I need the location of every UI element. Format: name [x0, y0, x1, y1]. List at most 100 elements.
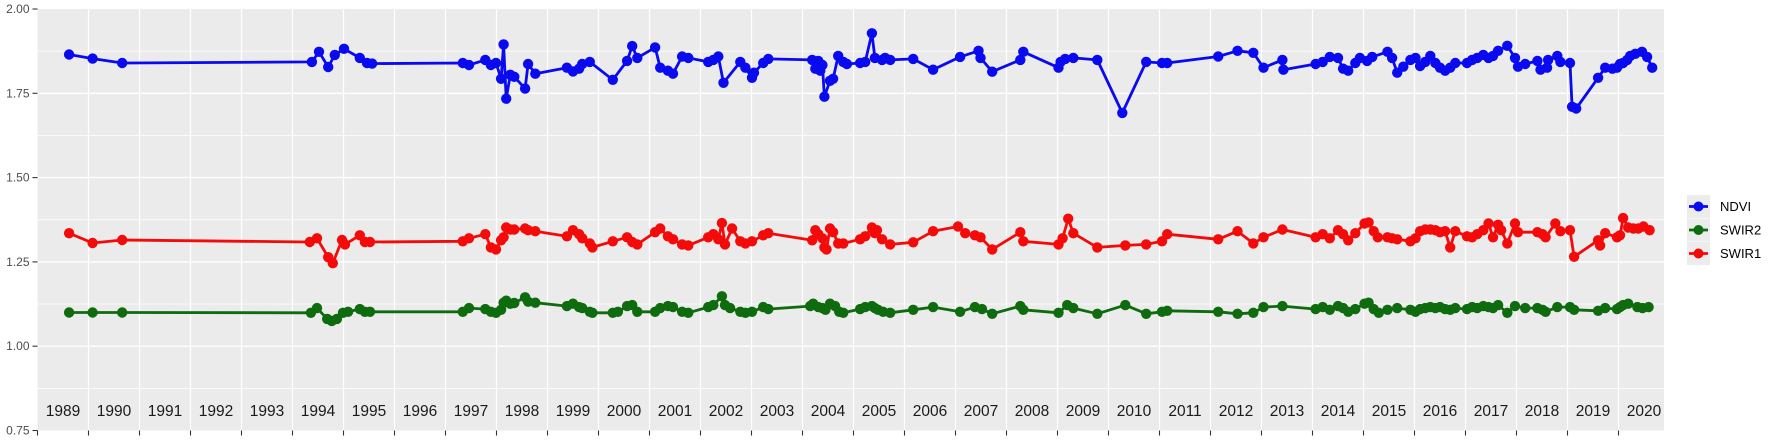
data-point-SWIR1 [463, 233, 475, 244]
y-axis-label: 1.50 [6, 171, 30, 185]
data-point-SWIR2 [763, 303, 774, 315]
data-point-SWIR1 [117, 234, 128, 246]
data-point-SWIR1 [1502, 238, 1513, 249]
data-point-SWIR2 [311, 302, 323, 314]
data-point-SWIR1 [1018, 236, 1029, 247]
data-point-SWIR1 [746, 236, 758, 247]
data-point-SWIR2 [1068, 302, 1079, 314]
data-point-SWIR1 [726, 223, 738, 234]
data-point-SWIR2 [63, 307, 75, 318]
legend: NDVI SWIR2 SWIR1 [1687, 195, 1761, 265]
data-point-NDVI [908, 53, 919, 65]
data-point-SWIR1 [1363, 217, 1374, 228]
data-point-SWIR1 [1512, 227, 1524, 238]
x-axis-year-label: 1993 [250, 403, 284, 420]
data-point-SWIR1 [1450, 226, 1461, 237]
data-point-NDVI [841, 58, 853, 70]
data-point-SWIR1 [1015, 227, 1026, 238]
x-axis-year-label: 2003 [760, 403, 794, 420]
data-point-NDVI [885, 54, 896, 66]
data-point-SWIR1 [1141, 239, 1152, 250]
data-point-SWIR2 [1552, 301, 1563, 313]
data-point-NDVI [87, 53, 98, 64]
data-point-NDVI [490, 57, 502, 69]
data-point-NDVI [1520, 58, 1531, 70]
x-axis-year-label: 1998 [505, 403, 539, 420]
data-point-NDVI [975, 52, 986, 64]
data-point-NDVI [1248, 47, 1259, 58]
data-point-SWIR2 [1120, 299, 1131, 311]
data-point-NDVI [329, 49, 340, 61]
data-point-SWIR1 [1594, 240, 1606, 251]
data-point-NDVI [323, 61, 334, 73]
data-point-SWIR2 [1509, 300, 1521, 312]
data-point-SWIR1 [1614, 230, 1626, 241]
data-point-SWIR2 [976, 303, 988, 315]
data-point-NDVI [627, 40, 638, 52]
data-point-NDVI [1502, 40, 1513, 51]
data-point-SWIR2 [1373, 307, 1385, 318]
data-point-SWIR1 [763, 228, 774, 239]
data-point-NDVI [306, 56, 318, 68]
data-point-NDVI [117, 57, 128, 69]
data-point-NDVI [621, 55, 633, 67]
gridlines [37, 9, 1664, 431]
data-point-SWIR1 [490, 244, 502, 255]
data-point-NDVI [763, 53, 774, 65]
data-point-SWIR1 [577, 233, 588, 244]
data-point-SWIR2 [1392, 302, 1403, 314]
data-point-NDVI [866, 28, 878, 39]
x-axis-year-label: 1995 [352, 403, 386, 420]
x-axis-year-label: 2004 [811, 403, 846, 420]
data-point-SWIR1 [498, 232, 509, 243]
data-point-NDVI [338, 43, 350, 54]
data-point-SWIR2 [1450, 302, 1461, 314]
x-axis-year-label: 2020 [1627, 403, 1662, 420]
data-point-SWIR1 [683, 240, 694, 251]
data-point-SWIR1 [821, 244, 832, 255]
data-point-SWIR2 [716, 291, 728, 302]
data-point-SWIR1 [87, 237, 98, 249]
data-point-NDVI [607, 74, 618, 86]
data-point-SWIR1 [1496, 225, 1507, 236]
data-point-SWIR2 [708, 299, 719, 311]
data-point-SWIR2 [1492, 299, 1504, 311]
data-point-NDVI [1258, 62, 1269, 73]
x-axis-year-label: 2014 [1321, 403, 1356, 420]
data-point-NDVI [530, 68, 541, 79]
x-axis-year-label: 2011 [1168, 403, 1201, 420]
data-point-SWIR2 [1248, 307, 1259, 318]
data-point-SWIR1 [1617, 212, 1629, 224]
data-point-NDVI [860, 56, 871, 68]
data-point-SWIR1 [960, 228, 971, 239]
data-point-SWIR1 [1213, 234, 1224, 245]
x-axis-year-label: 1997 [454, 403, 488, 420]
data-point-NDVI [1324, 51, 1336, 63]
series-SWIR2 [63, 291, 1654, 327]
data-point-NDVI [1232, 45, 1243, 56]
data-point-NDVI [1564, 57, 1576, 69]
data-point-SWIR1 [480, 229, 491, 240]
data-point-SWIR1 [1372, 232, 1384, 243]
data-point-NDVI [1542, 54, 1554, 66]
x-axis-year-label: 1999 [556, 403, 590, 420]
x-axis-year-label: 2016 [1423, 403, 1457, 420]
legend-label-SWIR2: SWIR2 [1720, 223, 1761, 238]
data-point-NDVI [1509, 52, 1521, 64]
data-point-SWIR2 [530, 297, 541, 308]
data-point-SWIR2 [746, 306, 758, 317]
y-axis-labels: 2.00 1.75 1.50 1.25 1.00 0.75 [6, 2, 30, 438]
legend-label-NDVI: NDVI [1720, 199, 1751, 214]
data-point-SWIR2 [632, 306, 643, 317]
y-axis-label: 1.75 [6, 86, 30, 100]
data-point-SWIR1 [827, 227, 839, 238]
data-point-SWIR2 [1018, 304, 1029, 315]
x-axis-year-label: 1994 [301, 403, 336, 420]
data-point-SWIR1 [987, 244, 998, 255]
data-point-SWIR1 [952, 221, 964, 232]
data-point-NDVI [498, 39, 509, 50]
data-point-SWIR2 [364, 306, 376, 317]
x-axis-year-label: 2012 [1219, 403, 1253, 420]
data-point-NDVI [1367, 51, 1378, 63]
x-axis-year-label: 1989 [46, 403, 80, 420]
